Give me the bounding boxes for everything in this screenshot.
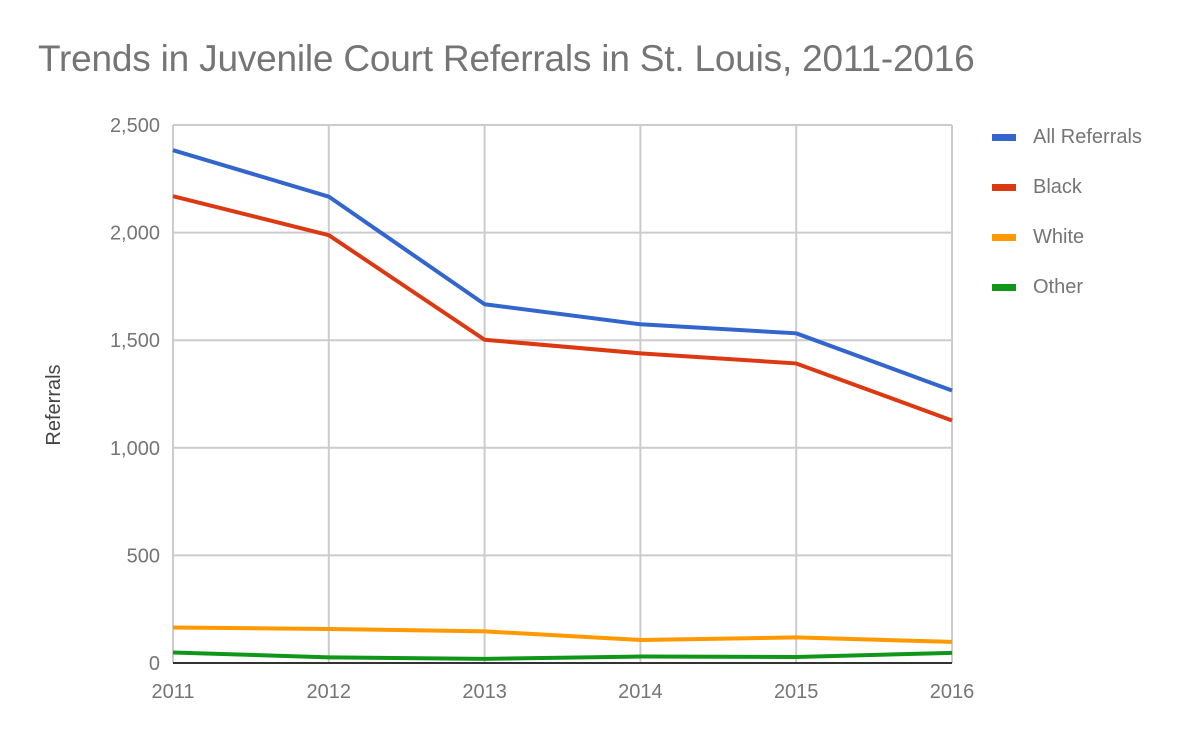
x-tick-label: 2013 bbox=[462, 681, 507, 703]
legend-swatch-icon bbox=[992, 233, 1016, 241]
y-tick-label: 2,000 bbox=[110, 223, 160, 245]
x-tick-label: 2016 bbox=[930, 681, 975, 703]
x-tick-label: 2015 bbox=[774, 681, 819, 703]
legend: All Referrals Black White Other bbox=[992, 112, 1142, 312]
y-tick-label: 2,500 bbox=[110, 115, 160, 137]
y-tick-label: 1,500 bbox=[110, 330, 160, 352]
y-tick-label: 500 bbox=[127, 545, 160, 567]
x-tick-label: 2014 bbox=[618, 681, 663, 703]
legend-item: White bbox=[992, 212, 1142, 262]
series-line-all-referrals bbox=[172, 148, 953, 393]
series-line-other bbox=[172, 650, 953, 661]
x-tick-label: 2012 bbox=[307, 681, 352, 703]
legend-swatch-icon bbox=[992, 133, 1016, 141]
x-tick-label: 2011 bbox=[151, 681, 194, 703]
series-line-black bbox=[172, 194, 953, 423]
legend-label: All Referrals bbox=[1033, 125, 1142, 148]
legend-label: White bbox=[1033, 225, 1085, 248]
legend-item: Other bbox=[992, 262, 1142, 312]
legend-swatch-icon bbox=[992, 183, 1016, 191]
legend-label: Other bbox=[1033, 275, 1084, 298]
x-axis-ticks: 2011 2012 2013 2014 2015 2016 bbox=[151, 681, 974, 703]
y-axis-label: Referrals bbox=[43, 364, 65, 445]
legend-item: Black bbox=[992, 162, 1142, 212]
legend-label: Black bbox=[1033, 175, 1082, 198]
y-axis-ticks: 0 500 1,000 1,500 2,000 2,500 bbox=[110, 115, 160, 675]
gridlines bbox=[172, 124, 953, 664]
legend-swatch-icon bbox=[992, 283, 1016, 291]
series-lines bbox=[172, 148, 953, 661]
chart-title: Trends in Juvenile Court Referrals in St… bbox=[38, 38, 975, 79]
series-line-white bbox=[172, 625, 953, 644]
legend-item: All Referrals bbox=[992, 112, 1142, 162]
y-tick-label: 0 bbox=[149, 653, 160, 675]
y-tick-label: 1,000 bbox=[110, 438, 160, 460]
